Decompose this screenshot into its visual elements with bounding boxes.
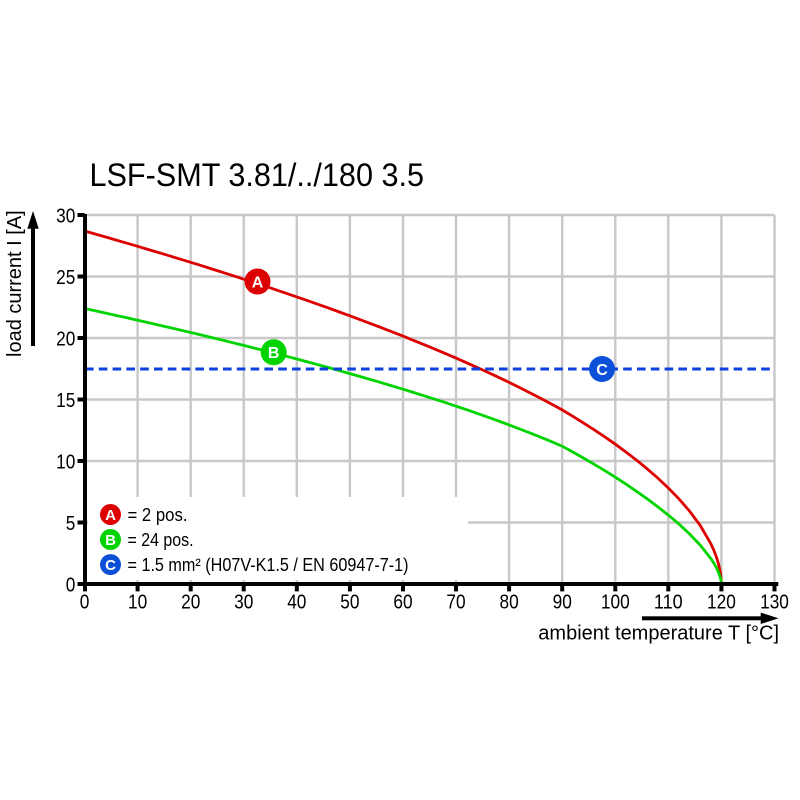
svg-text:load current I [A]: load current I [A]	[4, 210, 26, 357]
svg-text:0: 0	[66, 574, 76, 596]
svg-text:ambient temperature T [°C]: ambient temperature T [°C]	[538, 623, 779, 645]
svg-text:120: 120	[707, 591, 736, 613]
svg-text:110: 110	[654, 591, 683, 613]
svg-text:30: 30	[234, 591, 253, 613]
svg-text:20: 20	[181, 591, 200, 613]
svg-text:A: A	[252, 274, 264, 291]
svg-text:= 1.5 mm² (H07V-K1.5 / EN 6094: = 1.5 mm² (H07V-K1.5 / EN 60947-7-1)	[128, 555, 409, 575]
svg-text:15: 15	[56, 390, 75, 412]
svg-text:40: 40	[287, 591, 306, 613]
svg-text:C: C	[105, 557, 116, 574]
svg-text:100: 100	[601, 591, 630, 613]
svg-text:20: 20	[56, 328, 75, 350]
svg-text:70: 70	[446, 591, 465, 613]
svg-text:B: B	[268, 345, 280, 362]
svg-text:C: C	[596, 362, 608, 379]
svg-text:= 2 pos.: = 2 pos.	[128, 505, 188, 525]
svg-text:25: 25	[56, 267, 75, 289]
svg-text:LSF-SMT 3.81/../180 3.5: LSF-SMT 3.81/../180 3.5	[90, 157, 425, 193]
svg-text:A: A	[105, 507, 116, 524]
svg-text:10: 10	[56, 451, 75, 473]
svg-text:90: 90	[553, 591, 572, 613]
svg-text:80: 80	[500, 591, 519, 613]
svg-text:50: 50	[340, 591, 359, 613]
svg-text:= 24 pos.: = 24 pos.	[128, 530, 194, 550]
svg-text:B: B	[105, 532, 116, 549]
svg-text:10: 10	[128, 591, 147, 613]
svg-text:0: 0	[80, 591, 90, 613]
svg-text:30: 30	[56, 205, 75, 227]
svg-text:5: 5	[66, 513, 76, 535]
svg-text:130: 130	[760, 591, 789, 613]
svg-text:60: 60	[393, 591, 412, 613]
